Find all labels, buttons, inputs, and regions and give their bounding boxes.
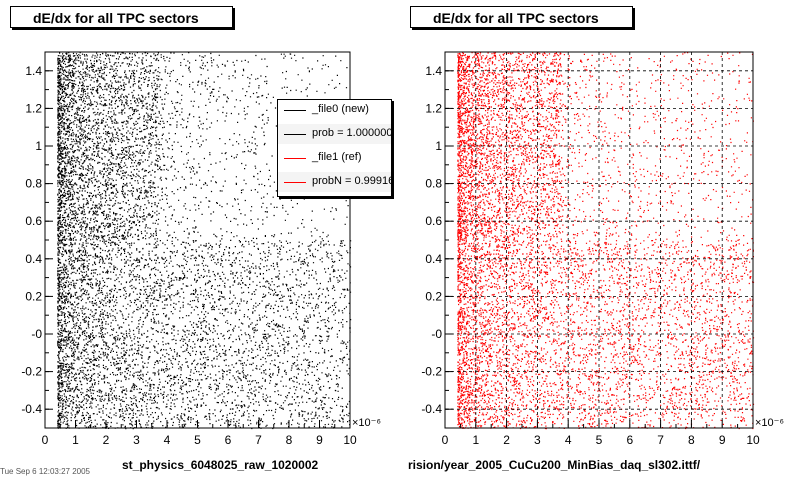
x-tick-label: 7 <box>657 433 664 447</box>
y-tick-label: -0.2 <box>421 365 442 379</box>
legend: _file0 (new) prob = 1.000000 _file1 (ref… <box>277 99 392 197</box>
y-tick-label: 0.8 <box>425 177 442 191</box>
y-tick-label: -0 <box>31 327 42 341</box>
chart-title-right-text: dE/dx for all TPC sectors <box>433 10 599 26</box>
chart-title-right: dE/dx for all TPC sectors <box>410 6 633 28</box>
x-exponent-label: ×10⁻⁶ <box>755 417 784 429</box>
x-tick-label: 9 <box>719 433 726 447</box>
legend-label-3: probN = 0.99916 <box>312 175 392 187</box>
chart-title-left-text: dE/dx for all TPC sectors <box>33 10 199 26</box>
y-tick-label: 1 <box>35 139 42 153</box>
x-tick-label: 4 <box>164 433 171 447</box>
y-tick-label: 0.6 <box>425 214 442 228</box>
x-tick-label: 6 <box>225 433 232 447</box>
x-tick-label: 2 <box>103 433 110 447</box>
y-tick-label: 1 <box>435 139 442 153</box>
legend-line-2 <box>284 158 306 159</box>
y-tick-label: 0.6 <box>25 214 42 228</box>
legend-line-1 <box>284 134 306 135</box>
x-tick-label: 5 <box>596 433 603 447</box>
y-tick-label: 0.4 <box>25 252 42 266</box>
y-tick-label: 1.4 <box>425 64 442 78</box>
x-tick-label: 5 <box>194 433 201 447</box>
x-tick-label: 0 <box>442 433 449 447</box>
y-tick-label: -0.2 <box>21 365 42 379</box>
legend-line-3 <box>284 182 306 183</box>
x-tick-label: 10 <box>746 433 760 447</box>
y-tick-label: -0 <box>431 327 442 341</box>
y-tick-label: 0.4 <box>425 252 442 266</box>
x-tick-label: 1 <box>72 433 79 447</box>
legend-entry: probN = 0.99916 <box>278 172 391 192</box>
y-tick-label: 1.4 <box>25 64 42 78</box>
y-tick-label: -0.4 <box>21 402 42 416</box>
y-tick-label: 0.2 <box>25 289 42 303</box>
x-tick-label: 7 <box>255 433 262 447</box>
y-tick-label: 1.2 <box>425 101 442 115</box>
x-tick-label: 10 <box>343 433 357 447</box>
x-tick-label: 3 <box>133 433 140 447</box>
x-tick-label: 4 <box>565 433 572 447</box>
x-exponent-label: ×10⁻⁶ <box>352 417 381 429</box>
plot-1: 0 1 2 3 4 5 6 7 8 9 10 ×10⁻⁶ -0.4 -0.2 -0 0.2 0.4 0.6 0.8 1… <box>421 51 784 447</box>
x-tick-label: 1 <box>472 433 479 447</box>
x-tick-label: 2 <box>503 433 510 447</box>
y-tick-label: 1.2 <box>25 101 42 115</box>
legend-entry: _file1 (ref) <box>278 148 391 168</box>
y-tick-label: 0.8 <box>25 177 42 191</box>
x-axis-title-right: rision/year_2005_CuCu200_MinBias_daq_sl3… <box>408 458 701 472</box>
x-tick-label: 3 <box>534 433 541 447</box>
legend-label-1: prob = 1.000000 <box>312 127 392 139</box>
legend-entry: prob = 1.000000 <box>278 124 391 144</box>
x-tick-label: 0 <box>42 433 49 447</box>
y-tick-label: 0.2 <box>425 289 442 303</box>
x-tick-label: 6 <box>626 433 633 447</box>
x-axis-title-left: st_physics_6048025_raw_1020002 <box>122 458 319 472</box>
footnote-timestamp: Tue Sep 6 12:03:27 2005 <box>0 467 90 476</box>
legend-label-2: _file1 (ref) <box>312 151 362 163</box>
y-tick-label: -0.4 <box>421 402 442 416</box>
x-tick-label: 8 <box>286 433 293 447</box>
scatter-points <box>57 52 352 430</box>
legend-line-0 <box>284 110 306 111</box>
legend-entry: _file0 (new) <box>278 100 391 120</box>
chart-title-left: dE/dx for all TPC sectors <box>10 6 233 28</box>
x-tick-label: 8 <box>688 433 695 447</box>
legend-label-0: _file0 (new) <box>312 103 369 115</box>
x-tick-label: 9 <box>316 433 323 447</box>
